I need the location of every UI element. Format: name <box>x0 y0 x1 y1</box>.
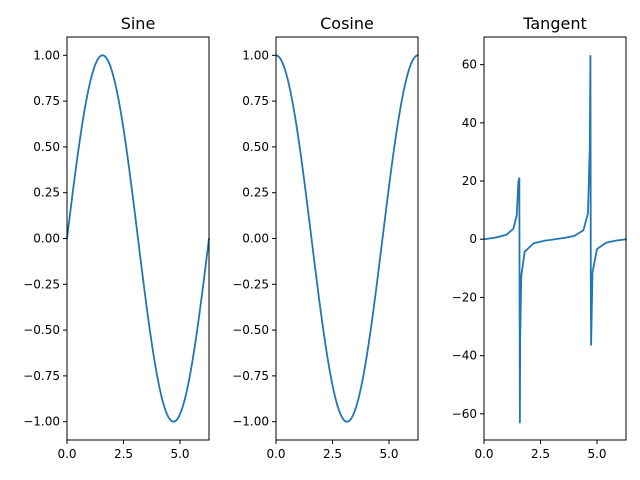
cosine-title: Cosine <box>320 14 374 33</box>
sine-x-tick-label: 5.0 <box>170 447 189 461</box>
sine-y-tick-label: 0.25 <box>33 186 60 200</box>
tangent-y-tick-label: −20 <box>452 290 477 304</box>
tangent-subplot: Tangent 0.0 2.5 5.0 −60 −40 −20 0 20 40 60 <box>452 14 627 461</box>
tangent-x-tick-label: 0.0 <box>474 447 493 461</box>
cosine-subplot: Cosine 0.0 2.5 5.0 −1.00 −0.75 −0.50 −0.25 0.00 0… <box>232 14 419 461</box>
tangent-axes-frame <box>483 36 627 441</box>
cosine-x-tick-label: 2.5 <box>323 447 342 461</box>
sine-x-tick-label: 2.5 <box>114 447 133 461</box>
sine-x-tick-label: 0.0 <box>57 447 76 461</box>
sine-y-tick-label: 0.75 <box>33 94 60 108</box>
tangent-y-tick-label: 40 <box>462 116 477 130</box>
sine-y-tick-label: −0.25 <box>23 277 60 291</box>
sine-y-tick-label: 1.00 <box>33 48 60 62</box>
cosine-y-tick-label: 0.50 <box>242 140 269 154</box>
sine-series-line <box>66 54 210 423</box>
sine-y-tick-label: 0.50 <box>33 140 60 154</box>
cosine-y-tick-label: −0.75 <box>232 369 269 383</box>
cosine-y-tick-label: −0.25 <box>232 277 269 291</box>
cosine-y-tick-label: 0.75 <box>242 94 269 108</box>
tangent-y-tick-label: 20 <box>462 174 477 188</box>
cosine-y-tick-label: 1.00 <box>242 48 269 62</box>
tangent-y-tick-label: 60 <box>462 58 477 72</box>
sine-title: Sine <box>121 14 156 33</box>
sine-y-tick-label: −0.75 <box>23 369 60 383</box>
sine-y-tick-label: −0.50 <box>23 323 60 337</box>
tangent-x-tick-label: 2.5 <box>531 447 550 461</box>
cosine-y-tick-label: 0.25 <box>242 186 269 200</box>
cosine-y-tick-label: −1.00 <box>232 415 269 429</box>
sine-subplot: Sine 0.0 2.5 5.0 −1.00 −0.75 −0.50 −0.25 0.00 0.2… <box>23 14 210 461</box>
tangent-x-tick-label: 5.0 <box>587 447 606 461</box>
tangent-series-line <box>483 55 627 424</box>
tangent-y-tick-label: −40 <box>452 349 477 363</box>
tangent-y-tick-label: 0 <box>469 232 477 246</box>
sine-y-tick-label: −1.00 <box>23 415 60 429</box>
cosine-x-tick-label: 0.0 <box>266 447 285 461</box>
tangent-title: Tangent <box>522 14 586 33</box>
sine-y-tick-label: 0.00 <box>33 232 60 246</box>
cosine-axes-frame <box>275 36 419 441</box>
cosine-y-tick-label: 0.00 <box>242 232 269 246</box>
tangent-y-tick-label: −60 <box>452 407 477 421</box>
cosine-x-tick-label: 5.0 <box>379 447 398 461</box>
cosine-series-line <box>275 54 419 423</box>
sine-axes-frame <box>66 36 210 441</box>
cosine-y-tick-label: −0.50 <box>232 323 269 337</box>
